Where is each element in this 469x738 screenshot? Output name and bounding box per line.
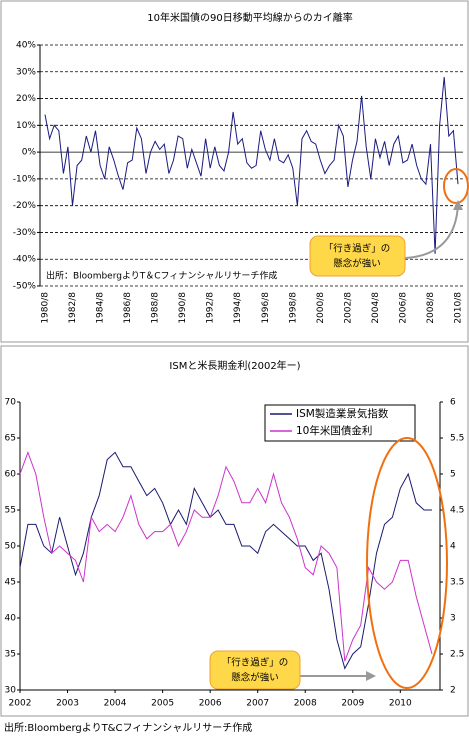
source: 出所:BloombergよりT&Cフィナンシャルリサーチ作成 [4, 721, 252, 734]
highlight-ellipse [443, 168, 469, 204]
x-tick-label: 2003 [56, 699, 79, 709]
y-tick-label: -20% [13, 201, 37, 211]
highlight-ellipse [366, 437, 448, 689]
x-tick-label: 1992/8 [206, 292, 216, 324]
arrow-head [366, 671, 376, 681]
annotation: 「行き過ぎ」の [222, 657, 289, 669]
x-tick-label: 1990/8 [178, 292, 188, 324]
x-tick-label: 1988/8 [151, 292, 161, 324]
y2-tick-label: 2 [450, 686, 456, 696]
y2-tick-label: 4.5 [450, 506, 464, 516]
y2-tick-label: 5 [450, 470, 456, 480]
annotation: 「行き過ぎ」の [324, 243, 391, 255]
chart-title: ISMと米長期金利(2002年ー) [169, 359, 300, 372]
legend-box [264, 404, 416, 442]
data-line [19, 450, 433, 662]
x-tick-label: 2004 [104, 699, 127, 709]
y-tick-label: 40 [5, 614, 17, 624]
x-tick-label: 2006/8 [398, 292, 408, 324]
y-tick-label: 65 [5, 434, 16, 444]
legend-label: 10年米国債金利 [296, 424, 372, 437]
y-tick-label: 55 [5, 506, 16, 516]
y-tick-label: 50 [5, 542, 17, 552]
chart-frame [0, 0, 469, 343]
y-tick-label: 40% [16, 41, 36, 51]
arrow [404, 204, 459, 259]
arrow-head [453, 200, 463, 210]
x-tick-label: 1980/8 [41, 292, 51, 324]
y-tick-label: -10% [13, 174, 37, 184]
x-tick-label: 2004/8 [371, 292, 381, 324]
y2-tick-label: 3 [450, 614, 456, 624]
x-tick-label: 1994/8 [233, 292, 243, 324]
y-tick-label: 30 [5, 686, 17, 696]
y-tick-label: 35 [5, 650, 16, 660]
chart-title: 10年米国債の90日移動平均線からのカイ離率 [147, 11, 352, 24]
data-line [44, 77, 459, 254]
y-tick-label: 10% [16, 121, 36, 131]
x-tick-label: 2000/8 [316, 292, 326, 324]
x-tick-label: 2006 [199, 699, 222, 709]
x-tick-label: 2010/8 [454, 292, 464, 324]
y-tick-label: -40% [13, 255, 37, 265]
legend-label: ISM製造業景気指数 [296, 407, 389, 420]
y2-tick-label: 3.5 [450, 578, 464, 588]
y-tick-label: 0% [22, 148, 37, 158]
annotation: 懸念が強い [333, 258, 381, 270]
x-tick-label: 2005 [151, 699, 174, 709]
x-tick-label: 1998/8 [288, 292, 298, 324]
y-tick-label: -30% [13, 228, 37, 238]
data-line [19, 451, 432, 670]
y-tick-label: 45 [5, 578, 16, 588]
y-tick-label: 60 [5, 470, 17, 480]
x-tick-label: 2008/8 [426, 292, 436, 324]
x-tick-label: 2007 [246, 699, 269, 709]
y-tick-label: 30% [16, 67, 36, 77]
x-tick-label: 1982/8 [68, 292, 78, 324]
annotation-box [309, 235, 406, 277]
y-tick-label: -50% [13, 282, 37, 292]
x-tick-label: 2010 [389, 699, 412, 709]
x-tick-label: 2009 [341, 699, 364, 709]
y2-tick-label: 2.5 [450, 650, 464, 660]
y2-tick-label: 6 [450, 398, 456, 408]
x-tick-label: 2002 [9, 699, 32, 709]
y-tick-label: 70 [5, 398, 17, 408]
x-tick-label: 1984/8 [96, 292, 106, 324]
y2-tick-label: 4 [450, 542, 456, 552]
annotation: 懸念が強い [231, 672, 279, 684]
y-tick-label: 20% [16, 94, 36, 104]
x-tick-label: 1986/8 [123, 292, 133, 324]
y2-tick-label: 5.5 [450, 434, 464, 444]
annotation-box [209, 650, 301, 690]
x-tick-label: 1996/8 [261, 292, 271, 324]
source: 出所：BloombergよりT＆Cフィナンシャルリサーチ作成 [46, 270, 277, 282]
x-tick-label: 2002/8 [343, 292, 353, 324]
x-tick-label: 2008 [294, 699, 317, 709]
